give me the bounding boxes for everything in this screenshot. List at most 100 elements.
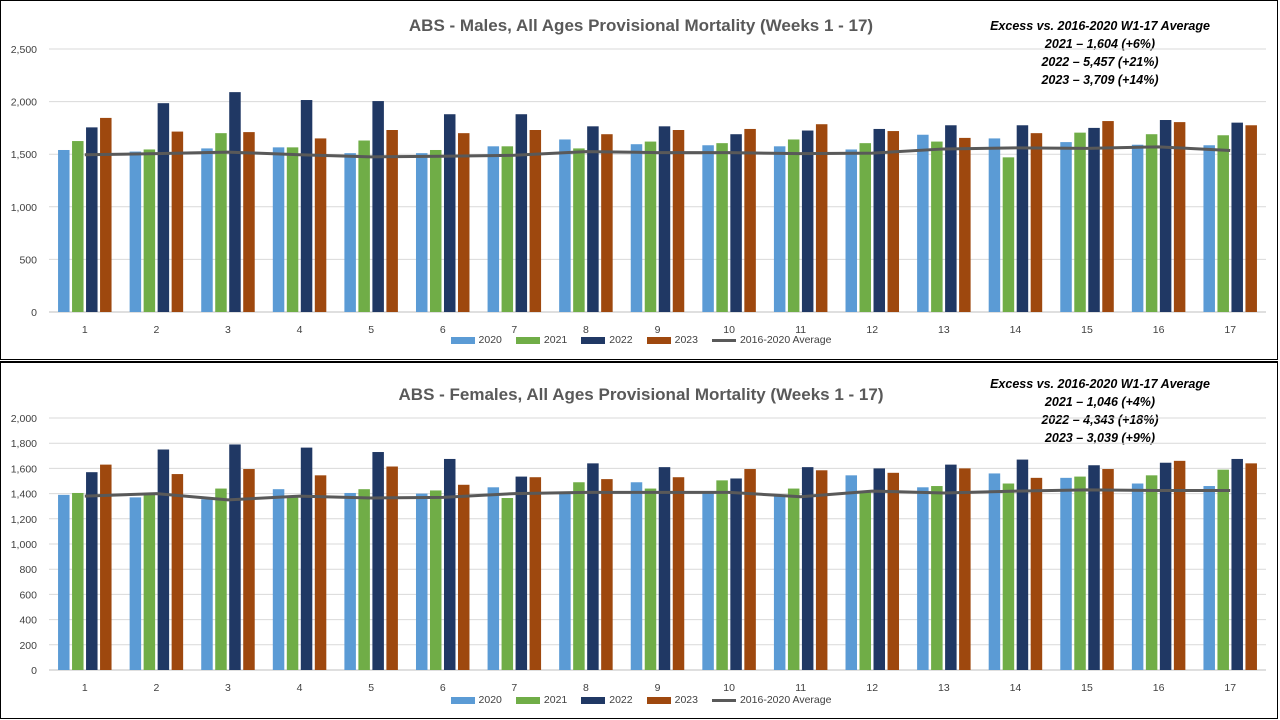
bar-2021-week-14 [1002, 483, 1015, 670]
bar-2021-week-6 [429, 149, 442, 312]
bar-2022-week-11 [801, 467, 814, 670]
bar-2020-week-8 [559, 139, 571, 312]
x-tick-label: 17 [1224, 682, 1236, 694]
x-tick-label: 16 [1153, 682, 1165, 694]
bar-2021-week-16 [1145, 475, 1158, 670]
bar-2022-week-4 [300, 100, 313, 312]
x-tick-label: 8 [583, 682, 589, 694]
annotation-line-2023: 2023 – 3,709 (+14%) [1041, 73, 1159, 87]
bar-2023-week-16 [1173, 122, 1186, 312]
bar-2023-week-7 [529, 477, 542, 670]
x-tick-label: 5 [368, 324, 374, 336]
bar-2022-week-10 [730, 134, 742, 312]
bar-2021-week-9 [644, 141, 657, 312]
annotation-line-2023: 2023 – 3,039 (+9%) [1044, 431, 1156, 445]
bar-2021-week-17 [1217, 469, 1229, 670]
bar-2023-week-13 [959, 137, 971, 312]
bar-2021-week-9 [644, 488, 657, 670]
bar-2022-week-16 [1159, 120, 1172, 312]
bar-2021-week-15 [1074, 476, 1086, 670]
y-tick-label: 800 [19, 564, 37, 576]
bar-2022-week-9 [658, 126, 671, 313]
bar-2023-week-14 [1030, 477, 1043, 670]
bar-2022-week-8 [587, 463, 599, 670]
bar-2023-week-5 [386, 466, 398, 670]
x-tick-label: 11 [795, 682, 806, 694]
bar-2020-week-12 [845, 475, 858, 670]
bar-2020-week-12 [845, 149, 858, 312]
x-tick-label: 2 [153, 324, 159, 336]
y-tick-label: 2,000 [11, 97, 37, 109]
bar-2022-week-6 [443, 458, 456, 670]
bar-2022-week-2 [157, 103, 170, 312]
x-tick-label: 6 [440, 682, 446, 694]
bar-2022-week-14 [1016, 459, 1029, 670]
annotation-line-2022: 2022 – 4,343 (+18%) [1041, 413, 1159, 427]
bar-2021-week-8 [573, 148, 585, 312]
bar-2022-week-14 [1016, 125, 1029, 313]
bar-2023-week-17 [1245, 463, 1257, 670]
males-chart-panel: ABS - Males, All Ages Provisional Mortal… [0, 0, 1278, 360]
x-tick-label: 13 [938, 324, 950, 336]
y-tick-label: 1,400 [11, 489, 37, 501]
y-tick-label: 600 [19, 589, 37, 601]
bar-2022-week-15 [1088, 465, 1100, 670]
bar-2022-week-12 [873, 128, 886, 312]
bar-2023-week-1 [100, 117, 112, 312]
legend-swatch-2022 [581, 696, 606, 704]
bar-2020-week-6 [415, 493, 428, 670]
bar-2023-week-7 [529, 130, 542, 312]
chart-title: ABS - Females, All Ages Provisional Mort… [398, 385, 884, 404]
legend-label-average: 2016-2020 Average [739, 694, 832, 706]
bar-2022-week-5 [372, 452, 384, 670]
x-tick-label: 9 [655, 682, 661, 694]
bar-2022-week-1 [86, 127, 98, 313]
bar-2021-week-7 [501, 498, 514, 670]
legend-item-2022: 2022 [581, 334, 633, 346]
bar-2022-week-17 [1231, 458, 1243, 670]
legend-label-2020: 2020 [478, 334, 502, 346]
legend-label-2022: 2022 [609, 694, 633, 706]
x-tick-label: 15 [1081, 682, 1093, 694]
bar-2022-week-10 [730, 478, 742, 670]
bar-2023-week-2 [171, 131, 184, 312]
x-tick-label: 5 [368, 682, 374, 694]
bar-2022-week-2 [157, 449, 170, 670]
bar-2023-week-3 [243, 132, 255, 312]
bar-2021-week-8 [573, 482, 585, 670]
bar-2023-week-6 [457, 484, 470, 670]
bar-2021-week-4 [286, 147, 299, 312]
bar-2021-week-11 [787, 139, 800, 312]
bar-2020-week-11 [773, 495, 786, 670]
legend-swatch-2021 [515, 696, 540, 704]
bar-2020-week-8 [559, 492, 571, 670]
y-tick-label: 1,800 [11, 438, 37, 450]
bar-2023-week-5 [386, 130, 398, 312]
bar-2020-week-16 [1131, 144, 1144, 312]
bar-2021-week-12 [859, 143, 872, 312]
bar-2022-week-5 [372, 101, 384, 312]
bar-2021-week-5 [358, 140, 370, 312]
bar-2020-week-7 [487, 146, 500, 312]
bar-2020-week-13 [917, 487, 929, 670]
bar-2020-week-14 [988, 473, 1001, 670]
y-tick-label: 2,000 [11, 413, 37, 425]
bar-2021-week-10 [716, 480, 728, 670]
bar-2022-week-8 [587, 126, 599, 313]
bar-2020-week-11 [773, 146, 786, 312]
bar-2020-week-1 [58, 149, 70, 312]
bar-2023-week-8 [601, 479, 613, 670]
bar-2020-week-15 [1060, 142, 1072, 312]
bar-2020-week-15 [1060, 477, 1072, 670]
bar-2021-week-17 [1217, 135, 1229, 312]
legend-label-average: 2016-2020 Average [739, 334, 832, 346]
x-tick-label: 17 [1224, 324, 1236, 336]
legend-swatch-2022 [581, 336, 606, 344]
bar-2020-week-6 [415, 153, 428, 312]
bar-2023-week-3 [243, 469, 255, 670]
bar-2020-week-1 [58, 494, 70, 670]
bar-2021-week-7 [501, 146, 514, 312]
chart-legend: 2020 2021 2022 2023 2016-2020 Average [1, 334, 1280, 346]
bar-2020-week-13 [917, 134, 929, 312]
bar-2022-week-3 [229, 444, 241, 670]
